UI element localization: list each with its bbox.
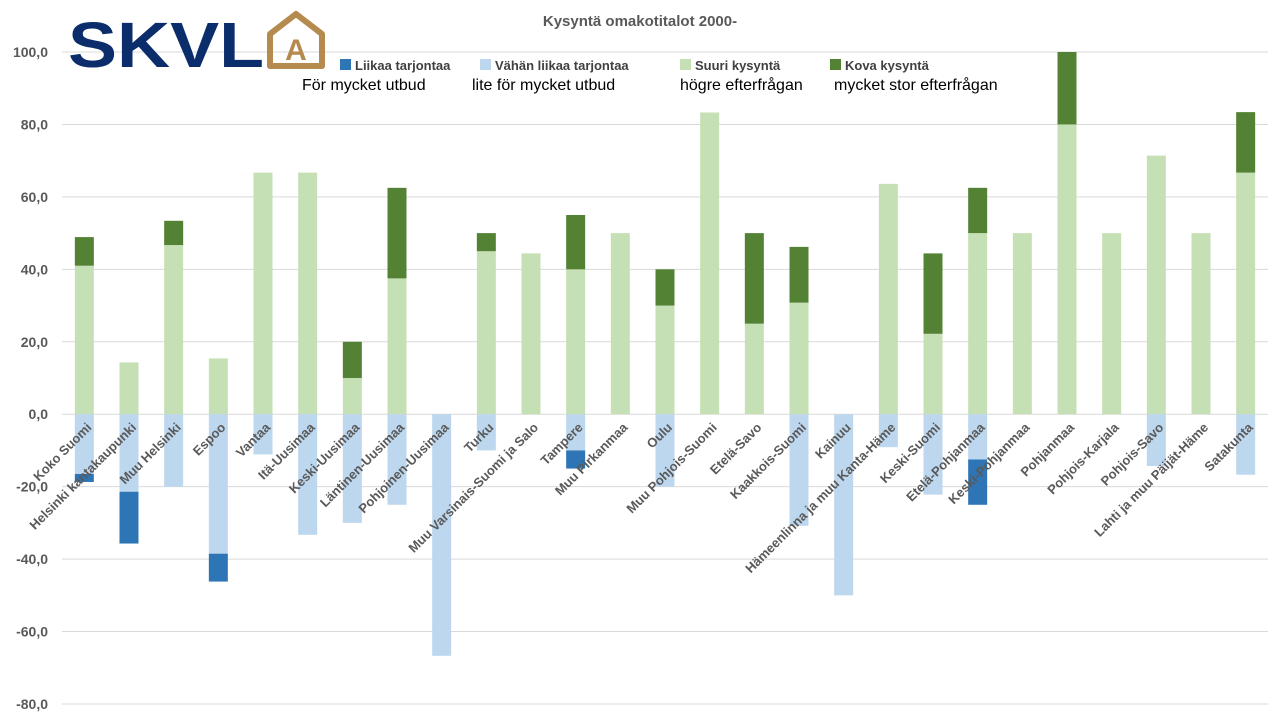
- bar-segment: [923, 333, 943, 415]
- bar-segment: [1057, 52, 1077, 125]
- bar-segment: [566, 450, 586, 469]
- bar-segment: [387, 278, 407, 415]
- bar-segment: [74, 237, 94, 266]
- bar-segment: [74, 265, 94, 415]
- bar-segment: [164, 414, 184, 487]
- logo-text: SKVL: [68, 9, 264, 81]
- bar-segment: [923, 253, 943, 334]
- bar-segment: [1012, 233, 1032, 415]
- bar-segment: [298, 172, 318, 415]
- bar-segment: [253, 172, 273, 415]
- bar-segment: [789, 414, 809, 526]
- bar-segment: [1236, 112, 1256, 173]
- bar-segment: [789, 246, 809, 303]
- bar-segment: [342, 414, 362, 523]
- bar-segment: [208, 414, 228, 554]
- bar-segment: [1236, 172, 1256, 415]
- y-tick-label: 60,0: [21, 189, 48, 205]
- bar-segment: [476, 233, 496, 252]
- bar-segment: [387, 414, 407, 505]
- bar-segment: [253, 414, 273, 455]
- legend-translation: lite för mycket utbud: [472, 77, 615, 94]
- bar-segment: [566, 215, 586, 270]
- bar-segment: [164, 245, 184, 415]
- bar-segment: [476, 251, 496, 415]
- logo-mark: A: [285, 34, 307, 67]
- legend: Liikaa tarjontaa För mycket utbud Vähän li…: [302, 58, 998, 94]
- bar-segment: [744, 233, 764, 324]
- bar-segment: [878, 183, 898, 415]
- bar-segment: [342, 378, 362, 415]
- y-tick-label: 100,0: [13, 44, 48, 60]
- legend-translation: högre efterfrågan: [680, 76, 803, 94]
- x-category-label: Keski-Pohjanmaa: [945, 419, 1033, 507]
- bar-segment: [566, 269, 586, 415]
- bar-segment: [655, 269, 675, 306]
- y-tick-label: -60,0: [16, 624, 48, 640]
- bar-segment: [119, 362, 139, 415]
- legend-translation: mycket stor efterfrågan: [834, 76, 998, 94]
- bar-segment: [1146, 155, 1166, 415]
- bar-segment: [968, 459, 988, 505]
- bar-segment: [610, 233, 630, 415]
- chart-title: Kysyntä omakotitalot 2000-: [543, 13, 737, 30]
- bar-segment: [923, 414, 943, 495]
- bar-segment: [521, 253, 541, 415]
- bar-segment: [119, 491, 139, 544]
- bar-segment: [208, 358, 228, 415]
- bar-segment: [655, 414, 675, 487]
- bars: [74, 52, 1256, 656]
- bar-segment: [878, 414, 898, 448]
- logo: SKVL A: [68, 9, 325, 81]
- bar-segment: [432, 414, 452, 656]
- y-axis-tick-labels: 100,0 80,0 60,0 40,0 20,0 0,0 -20,0 -40,0 -60,0 -…: [13, 44, 48, 712]
- y-tick-label: -40,0: [16, 551, 48, 567]
- legend-swatch: [680, 59, 691, 70]
- legend-label: Vähän liikaa tarjontaa: [495, 58, 629, 73]
- bar-segment: [744, 323, 764, 415]
- bar-segment: [789, 302, 809, 415]
- legend-swatch: [480, 59, 491, 70]
- y-tick-label: -20,0: [16, 479, 48, 495]
- bar-segment: [1102, 233, 1122, 415]
- bar-segment: [387, 187, 407, 279]
- bar-segment: [342, 341, 362, 378]
- bar-segment: [1236, 414, 1256, 475]
- legend-swatch: [340, 59, 351, 70]
- bar-segment: [208, 553, 228, 582]
- bar-segment: [119, 414, 139, 492]
- bar-segment: [968, 414, 988, 460]
- y-tick-label: 0,0: [29, 406, 49, 422]
- bar-segment: [700, 112, 720, 415]
- bar-segment: [1057, 124, 1077, 415]
- bar-segment: [1146, 414, 1166, 467]
- logo-house-icon: A: [267, 11, 325, 69]
- legend-label: Liikaa tarjontaa: [355, 58, 451, 73]
- y-tick-label: 20,0: [21, 334, 48, 350]
- bar-segment: [834, 414, 854, 596]
- bar-segment: [298, 414, 318, 535]
- bar-segment: [476, 414, 496, 451]
- bar-segment: [968, 233, 988, 415]
- bar-segment: [968, 187, 988, 234]
- bar-segment: [1191, 233, 1211, 415]
- legend-label: Kova kysyntä: [845, 58, 930, 73]
- bar-segment: [655, 305, 675, 415]
- legend-translation: För mycket utbud: [302, 77, 426, 94]
- legend-swatch: [830, 59, 841, 70]
- bar-segment: [74, 473, 94, 482]
- y-tick-label: 40,0: [21, 261, 48, 277]
- bar-segment: [164, 220, 184, 246]
- y-tick-label: -80,0: [16, 696, 48, 712]
- y-tick-label: 80,0: [21, 116, 48, 132]
- bar-segment: [566, 414, 586, 451]
- bar-segment: [74, 414, 94, 474]
- legend-label: Suuri kysyntä: [695, 58, 781, 73]
